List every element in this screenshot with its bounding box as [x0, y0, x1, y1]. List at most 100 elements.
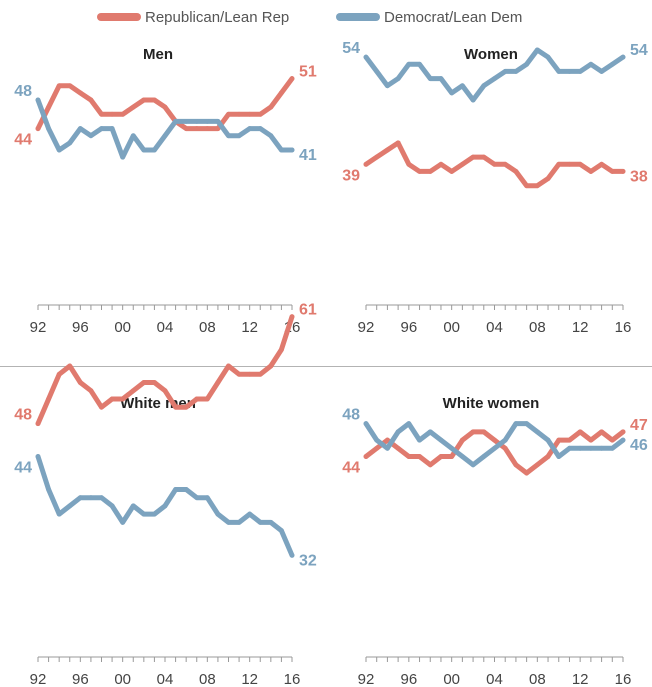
start-value-label-republican: 44	[342, 460, 360, 477]
legend-label-democrat: Democrat/Lean Dem	[384, 8, 523, 26]
data-point-republican	[162, 104, 168, 110]
data-point-democrat	[492, 445, 497, 451]
data-point-democrat	[481, 83, 487, 89]
data-point-democrat	[67, 503, 73, 509]
data-point-republican	[620, 169, 626, 174]
data-point-republican	[226, 111, 231, 117]
start-value-label-republican: 39	[342, 167, 360, 184]
data-point-republican	[99, 111, 104, 117]
data-point-democrat	[141, 147, 147, 153]
data-point-republican	[545, 176, 551, 181]
data-point-democrat	[236, 519, 242, 525]
data-point-democrat	[599, 69, 604, 74]
data-point-democrat	[35, 454, 41, 459]
data-point-republican	[162, 388, 168, 394]
data-point-democrat	[577, 445, 583, 451]
data-point-republican	[395, 445, 401, 451]
data-point-democrat	[545, 437, 551, 443]
x-tick-label: 92	[358, 319, 375, 336]
x-tick-label: 92	[358, 671, 375, 687]
data-point-republican	[577, 429, 583, 435]
data-point-republican	[481, 429, 487, 435]
data-point-republican	[374, 154, 380, 160]
data-point-republican	[88, 97, 94, 103]
data-point-democrat	[406, 61, 412, 67]
data-point-democrat	[236, 133, 242, 139]
data-point-republican	[99, 404, 104, 410]
data-point-democrat	[194, 119, 200, 124]
x-tick-label: 04	[486, 671, 503, 687]
legend-label-republican: Republican/Lean Rep	[145, 8, 290, 26]
data-point-republican	[567, 161, 572, 167]
data-point-democrat	[226, 519, 231, 525]
data-point-democrat	[588, 445, 594, 451]
data-point-republican	[470, 429, 476, 435]
data-point-republican	[385, 147, 390, 153]
data-point-republican	[374, 445, 380, 451]
data-point-democrat	[162, 133, 168, 139]
data-point-republican	[427, 169, 433, 174]
data-point-democrat	[502, 69, 508, 74]
data-point-democrat	[67, 140, 73, 146]
end-value-label-republican: 61	[299, 302, 317, 319]
data-point-democrat	[363, 54, 369, 60]
x-tick-label: 00	[114, 319, 131, 336]
data-point-democrat	[374, 69, 380, 74]
data-point-democrat	[204, 495, 210, 501]
data-point-democrat	[268, 519, 274, 525]
x-tick-label: 12	[572, 319, 589, 336]
x-tick-label: 16	[615, 671, 632, 687]
data-point-republican	[56, 371, 62, 377]
data-point-republican	[152, 380, 157, 385]
data-point-republican	[67, 363, 73, 369]
data-point-democrat	[46, 487, 51, 492]
data-point-republican	[194, 126, 200, 131]
x-tick-label: 08	[529, 319, 546, 336]
data-point-republican	[257, 111, 263, 117]
data-point-democrat	[77, 126, 83, 131]
data-point-republican	[173, 404, 178, 410]
data-point-republican	[56, 83, 62, 89]
data-point-republican	[46, 396, 51, 402]
data-point-republican	[204, 396, 210, 402]
data-point-democrat	[524, 61, 530, 67]
data-point-democrat	[385, 445, 390, 451]
data-point-republican	[620, 429, 626, 435]
data-point-republican	[120, 396, 126, 402]
x-tick-label: 16	[284, 671, 301, 687]
data-point-republican	[109, 396, 115, 402]
data-point-democrat	[35, 97, 41, 103]
x-tick-label: 96	[72, 319, 89, 336]
data-point-republican	[513, 169, 519, 174]
data-point-democrat	[502, 437, 508, 443]
x-tick-label: 04	[157, 671, 174, 687]
data-point-republican	[35, 126, 41, 131]
data-point-democrat	[545, 54, 551, 60]
data-point-republican	[406, 161, 412, 167]
data-point-republican	[438, 454, 444, 459]
x-tick-label: 92	[30, 671, 47, 687]
data-point-democrat	[77, 495, 83, 501]
data-point-republican	[567, 437, 572, 443]
data-point-democrat	[577, 69, 583, 74]
data-point-democrat	[257, 519, 263, 525]
data-point-democrat	[427, 429, 433, 435]
data-point-democrat	[427, 76, 433, 81]
data-point-republican	[67, 83, 73, 89]
data-point-democrat	[449, 445, 455, 451]
data-point-republican	[130, 388, 136, 394]
data-point-democrat	[385, 83, 390, 89]
data-point-democrat	[152, 147, 157, 153]
data-point-democrat	[459, 454, 465, 459]
data-point-republican	[588, 437, 594, 443]
data-point-republican	[459, 161, 465, 167]
data-point-republican	[268, 104, 274, 110]
data-point-republican	[215, 380, 221, 385]
data-point-democrat	[120, 154, 126, 160]
data-point-republican	[226, 363, 231, 369]
end-value-label-democrat: 54	[630, 42, 648, 59]
data-point-republican	[35, 421, 41, 427]
data-point-republican	[492, 437, 497, 443]
